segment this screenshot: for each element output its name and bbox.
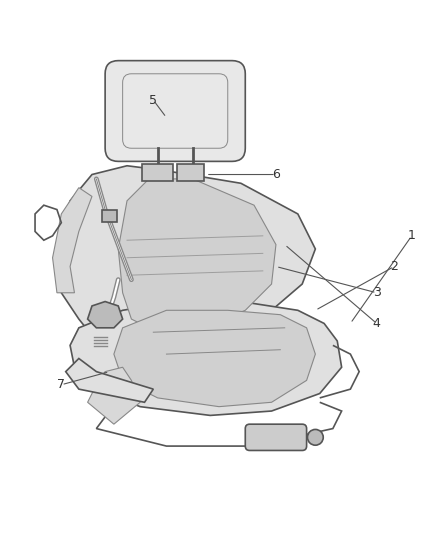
Text: 3: 3 — [373, 286, 381, 300]
Polygon shape — [88, 302, 123, 328]
Text: 1: 1 — [408, 229, 416, 243]
Circle shape — [307, 430, 323, 445]
FancyBboxPatch shape — [102, 209, 117, 222]
Polygon shape — [114, 310, 315, 407]
FancyBboxPatch shape — [142, 164, 173, 181]
Polygon shape — [88, 367, 140, 424]
Text: 7: 7 — [57, 378, 65, 391]
Text: 2: 2 — [390, 260, 398, 273]
FancyBboxPatch shape — [245, 424, 307, 450]
Text: 4: 4 — [373, 317, 381, 330]
Text: 5: 5 — [149, 94, 157, 107]
Text: 6: 6 — [272, 168, 280, 181]
FancyBboxPatch shape — [177, 164, 204, 181]
Polygon shape — [57, 166, 315, 345]
Polygon shape — [70, 302, 342, 415]
FancyBboxPatch shape — [105, 61, 245, 161]
Polygon shape — [118, 179, 276, 332]
Polygon shape — [66, 359, 153, 402]
Polygon shape — [53, 188, 92, 293]
